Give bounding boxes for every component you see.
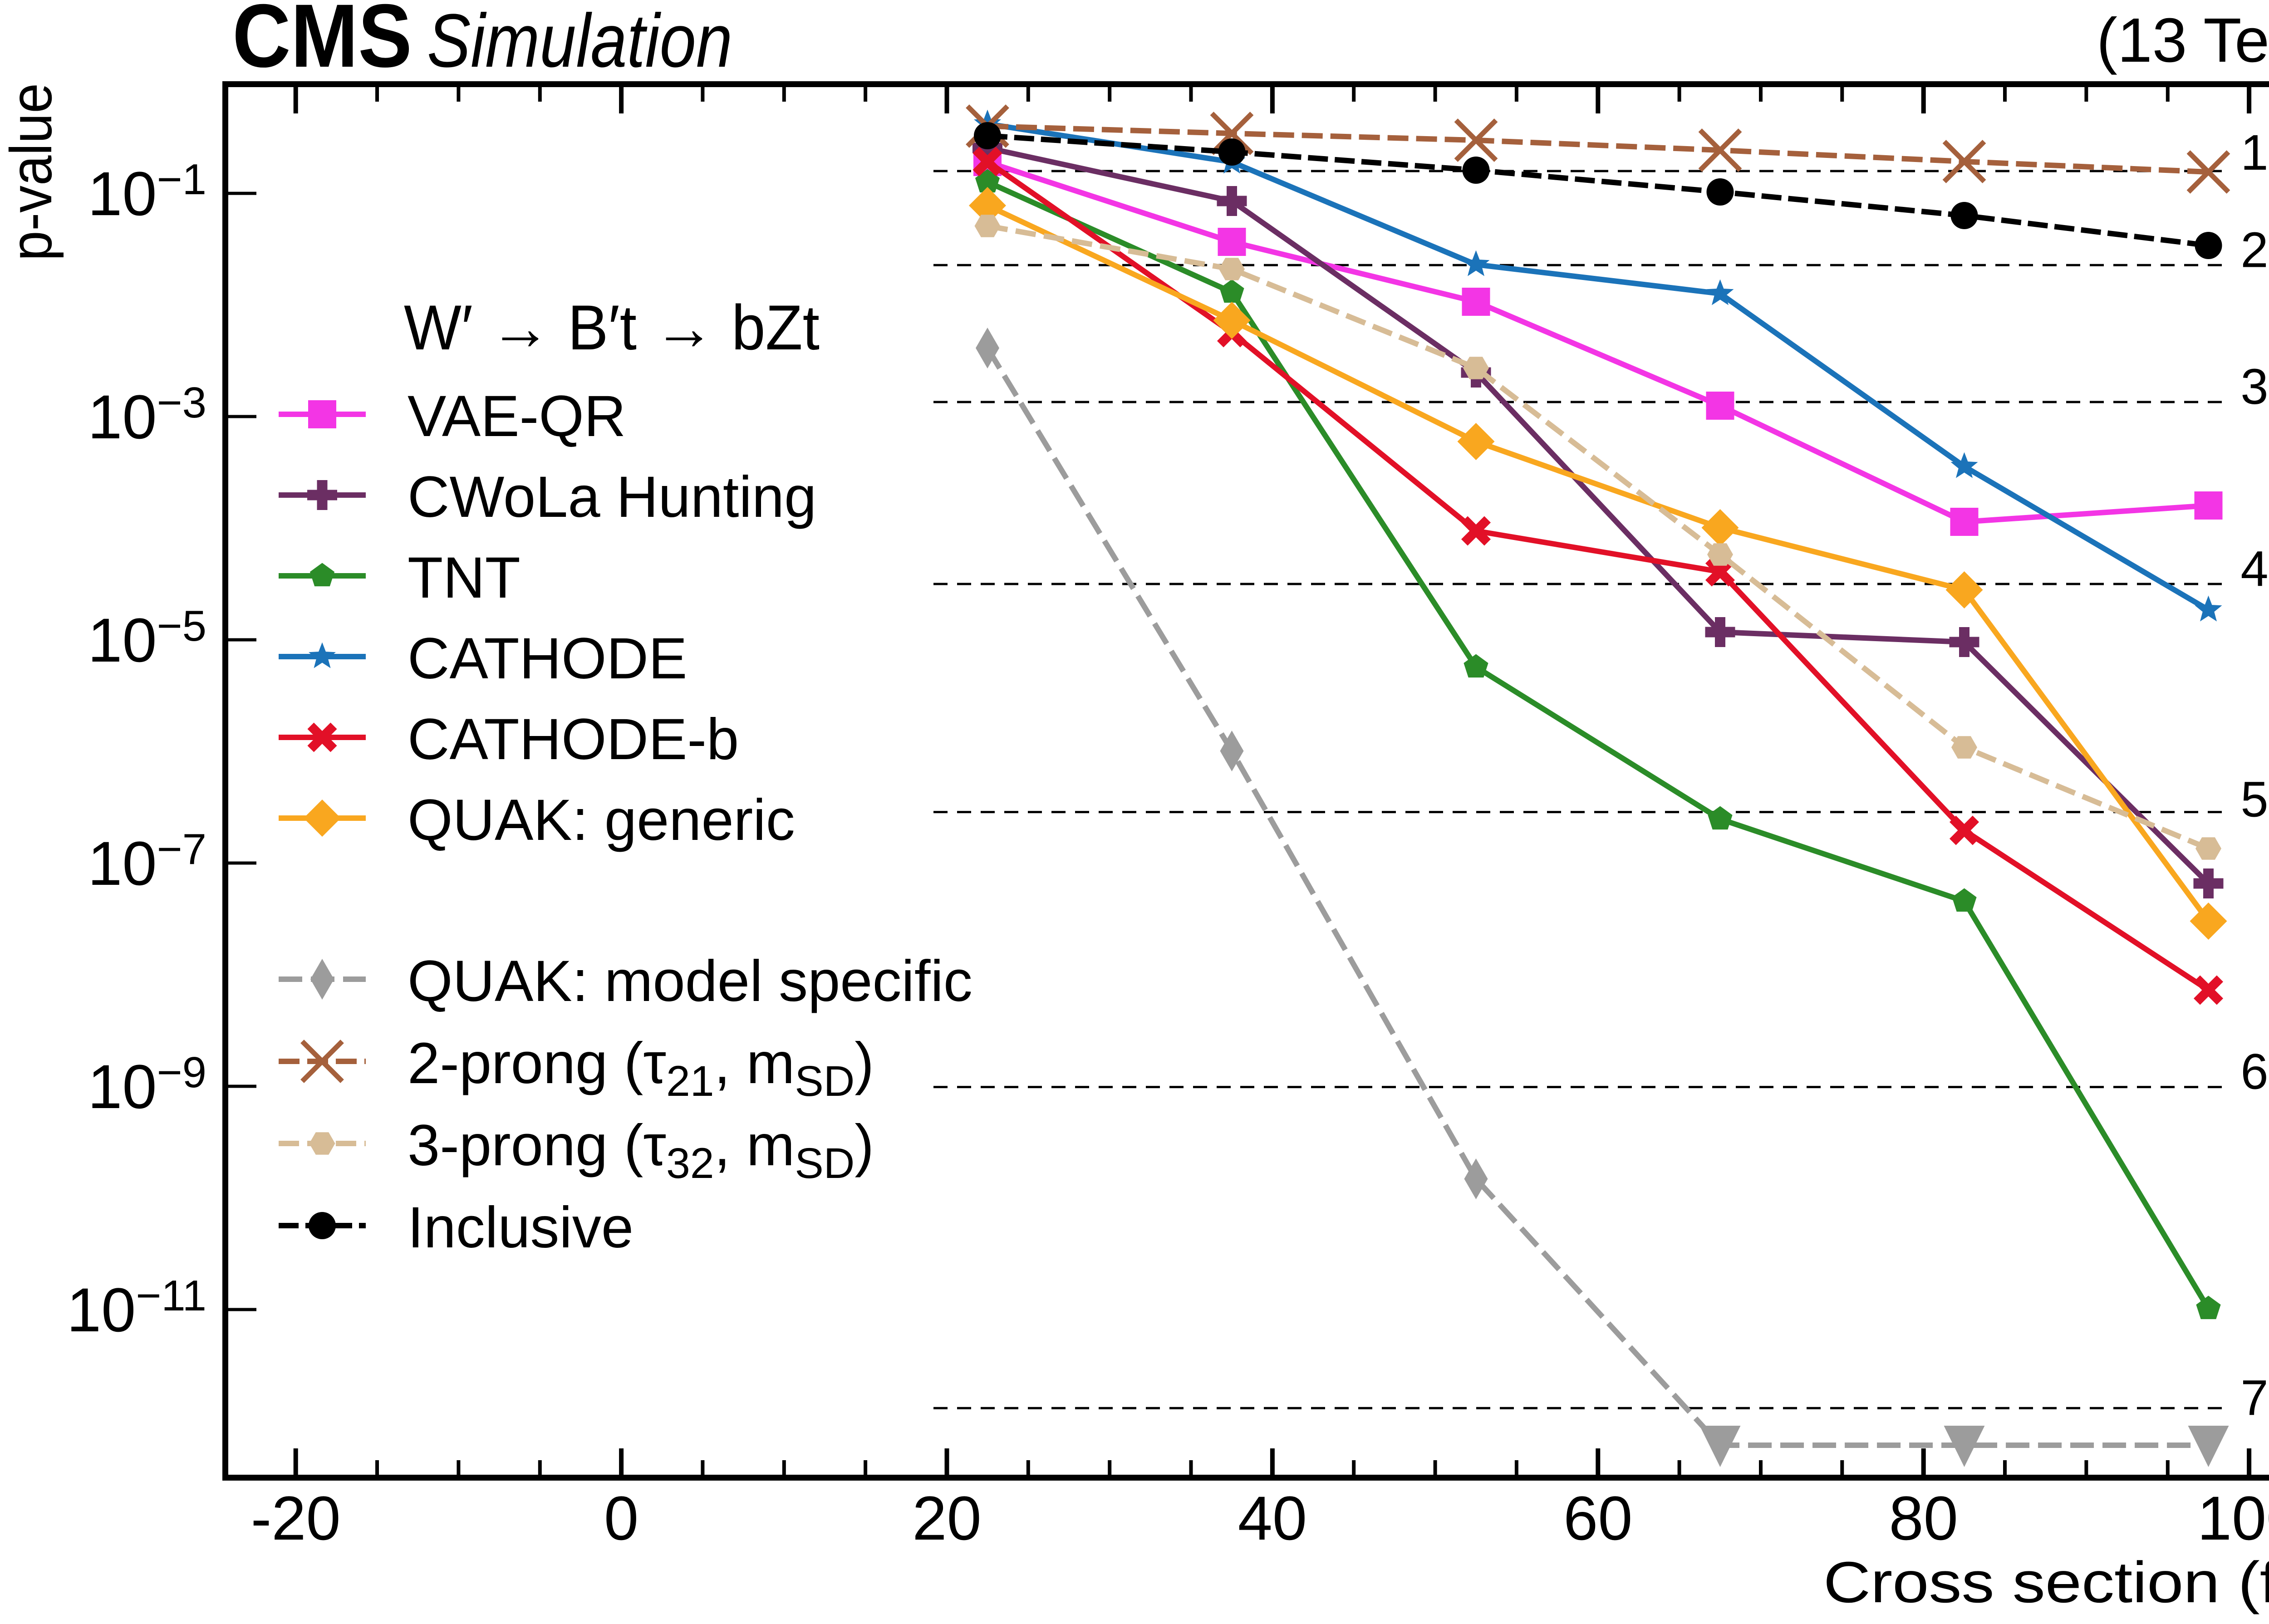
svg-text:Simulation: Simulation [427, 0, 732, 83]
svg-text:40: 40 [1238, 1484, 1307, 1553]
svg-text:CATHODE: CATHODE [408, 626, 687, 691]
svg-text:3: 3 [2240, 359, 2268, 415]
svg-text:1: 1 [2240, 125, 2268, 181]
svg-text:Cross section (fb): Cross section (fb) [1823, 1550, 2269, 1615]
svg-text:10−3: 10−3 [88, 378, 206, 452]
svg-text:p-value: p-value [0, 83, 64, 261]
svg-text:0: 0 [604, 1484, 638, 1553]
svg-text:(13 TeV): (13 TeV) [2097, 5, 2269, 75]
svg-text:QUAK: generic: QUAK: generic [408, 788, 795, 853]
svg-text:-20: -20 [251, 1484, 341, 1553]
svg-text:80: 80 [1889, 1484, 1958, 1553]
svg-text:4: 4 [2240, 541, 2268, 597]
svg-text:Inclusive: Inclusive [408, 1195, 634, 1260]
svg-text:2: 2 [2240, 222, 2268, 278]
svg-text:QUAK: model specific: QUAK: model specific [408, 949, 972, 1014]
svg-text:CWoLa Hunting: CWoLa Hunting [408, 465, 816, 530]
svg-text:TNT: TNT [408, 545, 521, 610]
svg-text:CATHODE-b: CATHODE-b [408, 707, 739, 772]
svg-text:60: 60 [1563, 1484, 1632, 1553]
svg-text:100: 100 [2197, 1484, 2269, 1553]
svg-text:CMS: CMS [232, 0, 412, 86]
svg-text:7: 7 [2240, 1370, 2268, 1426]
svg-text:VAE-QR: VAE-QR [408, 384, 626, 449]
svg-text:W′ → B′t → bZt: W′ → B′t → bZt [404, 292, 820, 363]
svg-text:10−1: 10−1 [88, 155, 206, 229]
svg-text:6: 6 [2240, 1044, 2268, 1100]
svg-text:5: 5 [2240, 772, 2268, 828]
svg-text:20: 20 [912, 1484, 981, 1553]
